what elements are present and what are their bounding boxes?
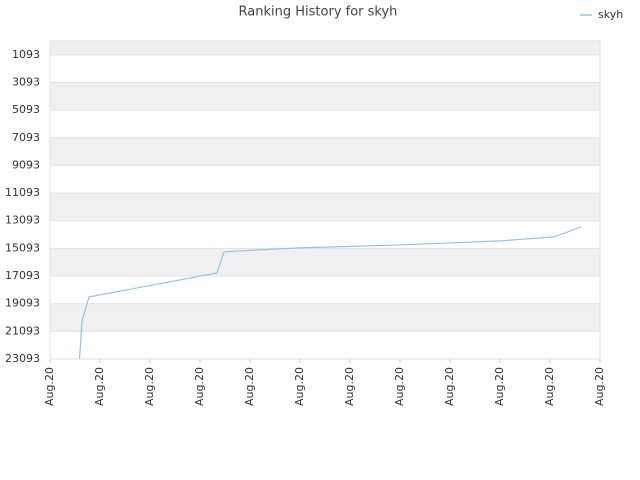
band bbox=[50, 193, 600, 221]
y-tick-label: 9093 bbox=[12, 158, 40, 171]
band bbox=[50, 137, 600, 166]
band bbox=[50, 331, 600, 359]
y-tick-label: 11093 bbox=[5, 186, 40, 199]
x-tick-label: Aug.20 bbox=[493, 367, 506, 406]
y-tick-label: 7093 bbox=[12, 131, 40, 144]
line bbox=[78, 226, 582, 360]
y-tick-label: 3093 bbox=[12, 75, 40, 88]
y-tick-label: 19093 bbox=[5, 297, 40, 310]
band bbox=[50, 248, 600, 277]
band bbox=[50, 54, 600, 83]
band bbox=[50, 165, 600, 194]
x-tick-label: Aug.20 bbox=[593, 367, 606, 406]
band bbox=[50, 41, 600, 55]
band bbox=[50, 276, 600, 304]
x-tick-label: Aug.20 bbox=[93, 367, 106, 406]
y-tick-label: 5093 bbox=[12, 103, 40, 116]
y-tick-label: 23093 bbox=[5, 352, 40, 365]
band bbox=[50, 303, 600, 332]
y-tick-label: 1093 bbox=[12, 48, 40, 61]
band bbox=[50, 220, 600, 249]
x-tick-label: Aug.20 bbox=[43, 367, 56, 406]
band bbox=[50, 82, 600, 111]
x-tick-label: Aug.20 bbox=[543, 367, 556, 406]
y-tick-label: 17093 bbox=[5, 269, 40, 282]
y-tick-label: 13093 bbox=[5, 214, 40, 227]
legend-label: skyh bbox=[598, 8, 623, 21]
y-tick-label: 15093 bbox=[5, 241, 40, 254]
x-tick-label: Aug.20 bbox=[293, 367, 306, 406]
band bbox=[50, 110, 600, 138]
x-tick-label: Aug.20 bbox=[143, 367, 156, 406]
x-tick-label: Aug.20 bbox=[393, 367, 406, 406]
x-tick-label: Aug.20 bbox=[193, 367, 206, 406]
x-tick-label: Aug.20 bbox=[243, 367, 256, 406]
x-tick-label: Aug.20 bbox=[443, 367, 456, 406]
y-tick-label: 21093 bbox=[5, 324, 40, 337]
chart-title: Ranking History for skyh bbox=[239, 5, 398, 20]
x-tick-label: Aug.20 bbox=[343, 367, 356, 406]
